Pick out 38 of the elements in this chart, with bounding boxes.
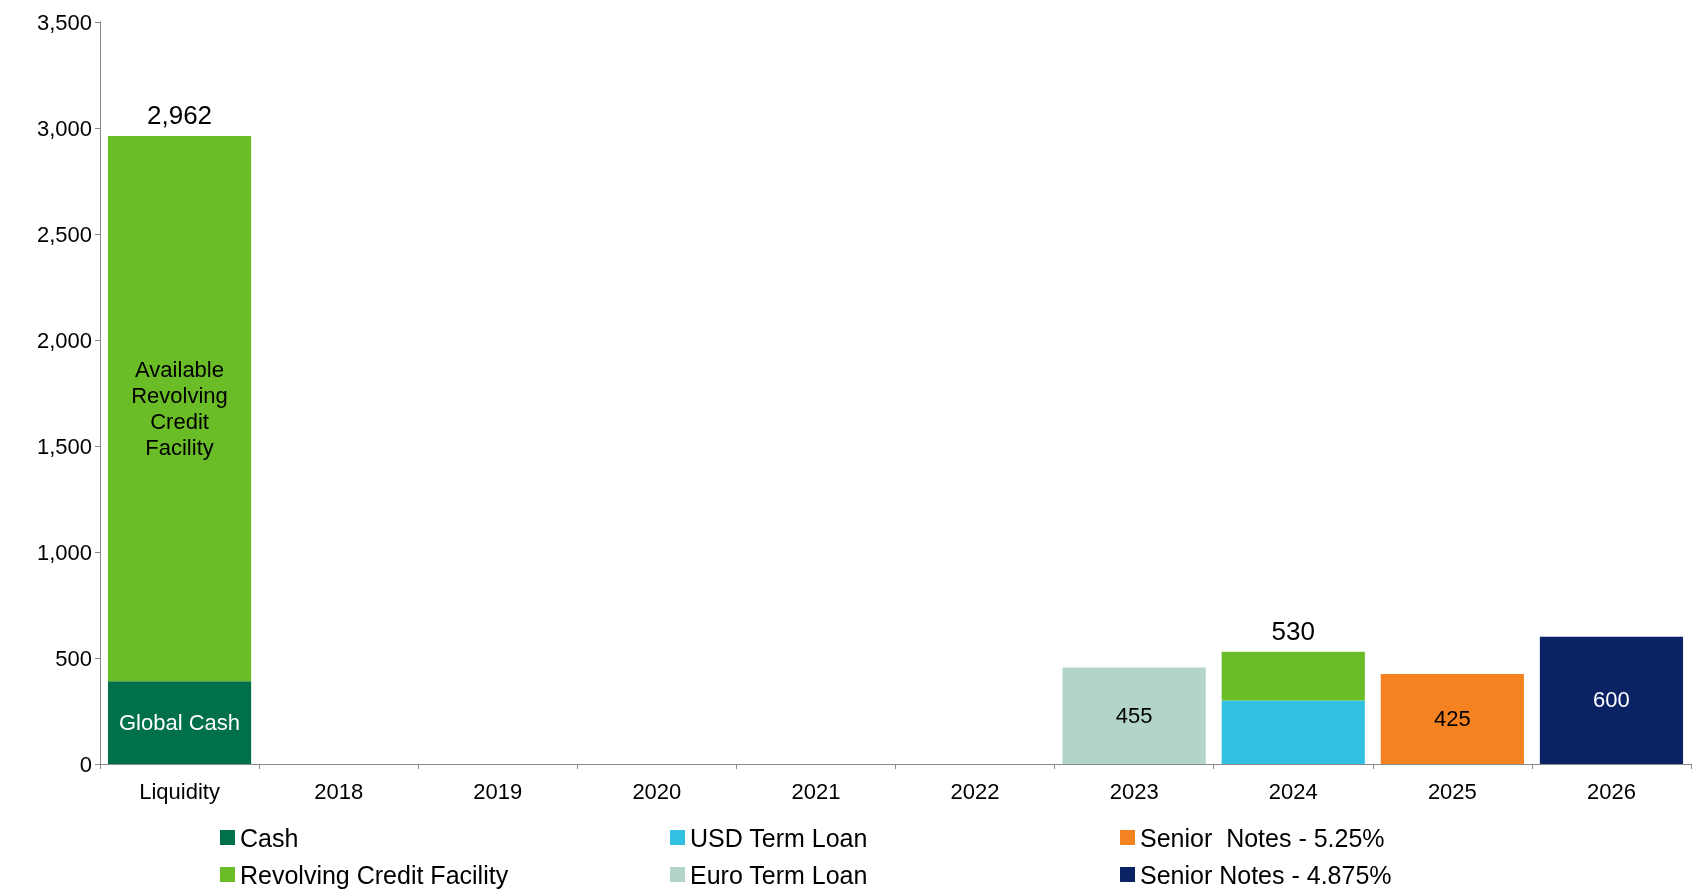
data-label: 425: [1433, 705, 1472, 732]
x-tick-label: 2022: [950, 778, 1000, 804]
y-tick-label: 0: [79, 751, 92, 777]
bar: [1221, 700, 1365, 764]
bar: [1539, 636, 1684, 764]
x-tick-label: 2023: [1109, 778, 1159, 804]
x-tick-label: 2025: [1427, 778, 1477, 804]
x-tick-label: 2020: [632, 778, 682, 804]
total-label: 530: [1271, 615, 1315, 646]
y-tick-label: 3,000: [36, 115, 92, 141]
x-tick-label: Liquidity: [139, 778, 220, 804]
legend-label: Cash: [240, 823, 299, 852]
legend-label: Senior Notes - 4.875%: [1140, 860, 1392, 889]
x-tick-label: 2024: [1268, 778, 1318, 804]
bar: [107, 681, 252, 764]
total-label: 2,962: [147, 100, 213, 131]
x-tick-label: 2021: [791, 778, 841, 804]
y-tick-label: 1,000: [36, 539, 92, 565]
bar: [1380, 673, 1524, 764]
legend-label: USD Term Loan: [690, 823, 868, 852]
legend-label: Revolving Credit Facility: [240, 860, 509, 889]
x-tick-label: 2018: [314, 778, 364, 804]
y-tick-label: 3,500: [36, 9, 92, 35]
bar: [107, 136, 252, 682]
y-tick-label: 500: [55, 645, 92, 671]
legend-label: Senior Notes - 5.25%: [1140, 823, 1385, 852]
data-label: 455: [1114, 702, 1154, 729]
y-tick-label: 2,500: [36, 221, 92, 247]
data-label: 600: [1592, 687, 1631, 714]
data-label: Global Cash: [118, 709, 242, 736]
data-label: Available Revolving Credit Facility: [130, 356, 229, 461]
x-tick-label: 2026: [1586, 778, 1636, 804]
bar: [1062, 667, 1206, 764]
x-tick-label: 2019: [473, 778, 523, 804]
y-tick-label: 1,500: [36, 433, 92, 459]
y-tick-label: 2,000: [36, 327, 92, 353]
bar: [1221, 651, 1365, 701]
legend-label: Euro Term Loan: [690, 860, 868, 889]
